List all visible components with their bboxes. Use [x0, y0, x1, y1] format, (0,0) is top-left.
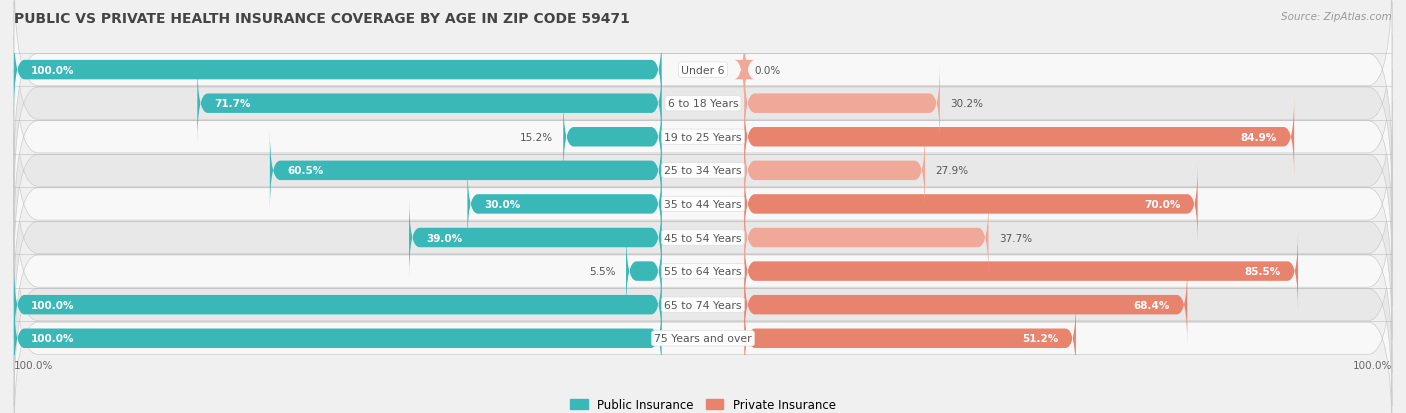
FancyBboxPatch shape	[197, 64, 662, 145]
FancyBboxPatch shape	[14, 237, 1392, 413]
FancyBboxPatch shape	[409, 197, 662, 278]
FancyBboxPatch shape	[734, 30, 755, 111]
FancyBboxPatch shape	[744, 264, 1187, 345]
Text: 45 to 54 Years: 45 to 54 Years	[664, 233, 742, 243]
FancyBboxPatch shape	[14, 36, 1392, 239]
FancyBboxPatch shape	[14, 170, 1392, 373]
Text: PUBLIC VS PRIVATE HEALTH INSURANCE COVERAGE BY AGE IN ZIP CODE 59471: PUBLIC VS PRIVATE HEALTH INSURANCE COVER…	[14, 12, 630, 26]
Text: 65 to 74 Years: 65 to 74 Years	[664, 300, 742, 310]
Text: 30.2%: 30.2%	[950, 99, 983, 109]
FancyBboxPatch shape	[14, 103, 1392, 306]
Legend: Public Insurance, Private Insurance: Public Insurance, Private Insurance	[565, 393, 841, 413]
FancyBboxPatch shape	[14, 0, 1392, 172]
FancyBboxPatch shape	[744, 64, 941, 145]
Text: 51.2%: 51.2%	[1022, 333, 1059, 344]
Text: 100.0%: 100.0%	[31, 333, 75, 344]
Text: 84.9%: 84.9%	[1240, 133, 1277, 142]
FancyBboxPatch shape	[744, 164, 1198, 245]
FancyBboxPatch shape	[744, 231, 1298, 312]
Text: 37.7%: 37.7%	[998, 233, 1032, 243]
Text: 39.0%: 39.0%	[426, 233, 463, 243]
FancyBboxPatch shape	[14, 204, 1392, 406]
Text: 30.0%: 30.0%	[485, 199, 520, 209]
Text: 100.0%: 100.0%	[1353, 360, 1392, 370]
Text: 5.5%: 5.5%	[589, 266, 616, 276]
FancyBboxPatch shape	[626, 231, 662, 312]
FancyBboxPatch shape	[14, 70, 1392, 272]
Text: 6 to 18 Years: 6 to 18 Years	[668, 99, 738, 109]
FancyBboxPatch shape	[744, 298, 1076, 379]
Text: 68.4%: 68.4%	[1133, 300, 1170, 310]
Text: Under 6: Under 6	[682, 65, 724, 76]
FancyBboxPatch shape	[564, 97, 662, 178]
FancyBboxPatch shape	[467, 164, 662, 245]
Text: 35 to 44 Years: 35 to 44 Years	[664, 199, 742, 209]
Text: 19 to 25 Years: 19 to 25 Years	[664, 133, 742, 142]
Text: 85.5%: 85.5%	[1244, 266, 1281, 276]
FancyBboxPatch shape	[14, 298, 662, 379]
Text: 60.5%: 60.5%	[287, 166, 323, 176]
Text: 100.0%: 100.0%	[31, 65, 75, 76]
FancyBboxPatch shape	[14, 3, 1392, 205]
Text: 15.2%: 15.2%	[520, 133, 553, 142]
FancyBboxPatch shape	[270, 131, 662, 211]
Text: 100.0%: 100.0%	[14, 360, 53, 370]
FancyBboxPatch shape	[744, 97, 1294, 178]
Text: 100.0%: 100.0%	[31, 300, 75, 310]
Text: 71.7%: 71.7%	[215, 99, 252, 109]
FancyBboxPatch shape	[744, 197, 988, 278]
Text: 55 to 64 Years: 55 to 64 Years	[664, 266, 742, 276]
Text: 75 Years and over: 75 Years and over	[654, 333, 752, 344]
Text: Source: ZipAtlas.com: Source: ZipAtlas.com	[1281, 12, 1392, 22]
Text: 0.0%: 0.0%	[755, 65, 780, 76]
FancyBboxPatch shape	[14, 137, 1392, 339]
FancyBboxPatch shape	[14, 264, 662, 345]
FancyBboxPatch shape	[14, 30, 662, 111]
Text: 27.9%: 27.9%	[935, 166, 969, 176]
Text: 25 to 34 Years: 25 to 34 Years	[664, 166, 742, 176]
Text: 70.0%: 70.0%	[1144, 199, 1181, 209]
FancyBboxPatch shape	[744, 131, 925, 211]
